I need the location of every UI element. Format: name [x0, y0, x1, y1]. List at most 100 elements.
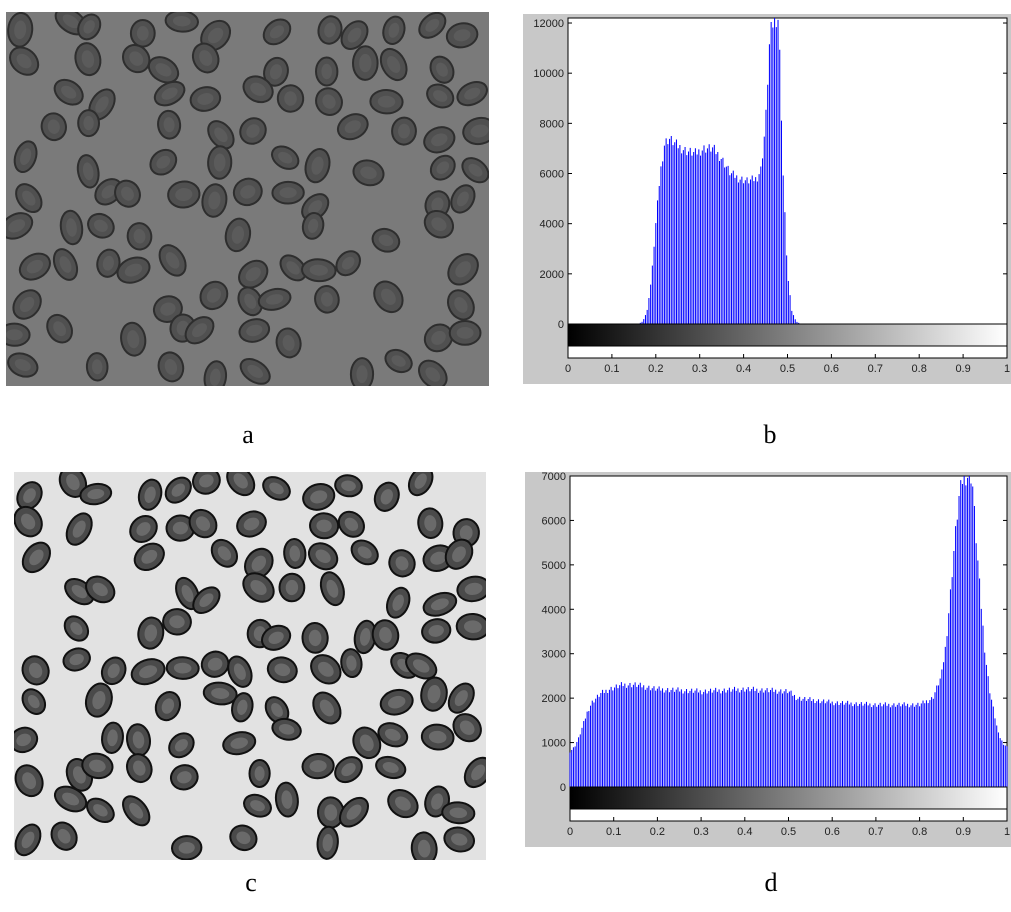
- blood-cell: [116, 256, 151, 284]
- blood-cell: [126, 222, 153, 251]
- blood-cell: [231, 692, 254, 723]
- blood-cell: [238, 318, 271, 343]
- blood-cell: [9, 46, 40, 76]
- cell-image-c-svg: [14, 472, 486, 860]
- cell-image-a-svg: [6, 12, 489, 386]
- blood-cell: [420, 723, 455, 751]
- caption-d: d: [764, 868, 778, 897]
- blood-cell: [391, 116, 417, 146]
- blood-cell: [450, 184, 476, 214]
- blood-cell: [310, 654, 342, 685]
- x-tick-label: 0.3: [692, 363, 707, 375]
- grayscale-colorbar: [567, 323, 1008, 347]
- blood-cell: [157, 109, 182, 140]
- blood-cell: [192, 472, 221, 495]
- blood-cell: [410, 831, 438, 860]
- y-tick-label: 1000: [542, 738, 566, 750]
- blood-cell: [207, 145, 233, 180]
- y-tick-label: 2000: [542, 693, 566, 705]
- x-tick-label: 0.6: [825, 826, 840, 838]
- blood-cell: [77, 109, 101, 138]
- histogram-d: 0 1000 2000 3000 4000 5000 6000 7000 0 0.1 0.2 0.3 0…: [525, 471, 1011, 847]
- x-tick-label: 1: [1004, 363, 1010, 375]
- blood-cell: [242, 572, 275, 603]
- blood-cell: [6, 322, 31, 347]
- blood-cell: [262, 476, 291, 501]
- blood-cell: [371, 227, 401, 253]
- blood-cell: [137, 616, 165, 650]
- blood-cell: [337, 510, 365, 538]
- blood-cell: [248, 759, 271, 788]
- blood-cell: [12, 289, 42, 320]
- blood-cell: [96, 248, 121, 278]
- caption-b: b: [763, 420, 777, 449]
- blood-cell: [40, 112, 67, 142]
- blood-cell: [377, 722, 409, 748]
- blood-cell: [126, 753, 153, 784]
- blood-cell: [76, 154, 100, 189]
- blood-cell: [153, 80, 186, 107]
- blood-cell: [352, 159, 385, 187]
- blood-cell: [122, 795, 151, 827]
- y-tick-label: 12000: [533, 18, 564, 30]
- y-tick-label: 0: [560, 782, 566, 794]
- blood-cell: [462, 116, 489, 146]
- blood-cell: [191, 42, 220, 74]
- blood-cell: [100, 656, 127, 686]
- y-tick-label: 0: [558, 319, 564, 331]
- blood-cell: [422, 591, 458, 617]
- blood-cell: [84, 682, 113, 718]
- blood-cell: [315, 87, 343, 116]
- blood-cell: [262, 18, 292, 46]
- blood-cell: [423, 209, 455, 239]
- blood-cell: [18, 252, 51, 281]
- blood-cell: [388, 549, 416, 578]
- blood-cell: [352, 726, 382, 760]
- blood-cell: [373, 280, 404, 314]
- blood-cell: [130, 658, 166, 686]
- blood-cell: [429, 55, 455, 84]
- blood-cell: [14, 726, 39, 754]
- blood-cell: [369, 88, 404, 115]
- blood-cell: [239, 358, 271, 385]
- x-tick-label: 0: [567, 826, 573, 838]
- x-tick-label: 0.4: [737, 826, 752, 838]
- blood-cell: [192, 586, 221, 615]
- blood-cell: [222, 731, 257, 756]
- blood-cell: [154, 691, 182, 722]
- blood-cell: [304, 147, 331, 184]
- blood-cell: [340, 648, 363, 679]
- blood-cell: [165, 656, 200, 680]
- y-tick-label: 3000: [542, 649, 566, 661]
- blood-cell: [429, 154, 456, 181]
- cell-image-c: [14, 472, 486, 860]
- blood-cell: [243, 793, 272, 818]
- blood-cell: [158, 244, 187, 277]
- blood-cell: [120, 321, 147, 357]
- blood-cell: [62, 647, 91, 672]
- blood-cell: [21, 688, 47, 715]
- blood-cell: [226, 472, 256, 497]
- grayscale-colorbar: [569, 786, 1008, 810]
- blood-cell: [152, 295, 183, 323]
- blood-cell: [189, 86, 222, 112]
- blood-cell: [13, 140, 38, 174]
- y-tick-label: 2000: [540, 269, 564, 281]
- blood-cell: [274, 781, 299, 818]
- blood-cell: [444, 538, 474, 570]
- blood-cell: [261, 624, 292, 651]
- blood-cell: [271, 180, 305, 205]
- blood-cell: [334, 756, 363, 784]
- blood-cell: [339, 796, 369, 828]
- x-tick-label: 0: [565, 363, 571, 375]
- blood-cell: [232, 177, 263, 207]
- x-tick-label: 0.7: [868, 826, 883, 838]
- blood-cell: [448, 319, 482, 346]
- blood-cell: [238, 259, 269, 289]
- blood-cell: [375, 755, 407, 780]
- blood-cell: [101, 721, 124, 754]
- blood-cell: [164, 476, 192, 504]
- blood-cell: [447, 253, 479, 286]
- blood-cell: [301, 258, 337, 283]
- blood-cell: [335, 250, 361, 277]
